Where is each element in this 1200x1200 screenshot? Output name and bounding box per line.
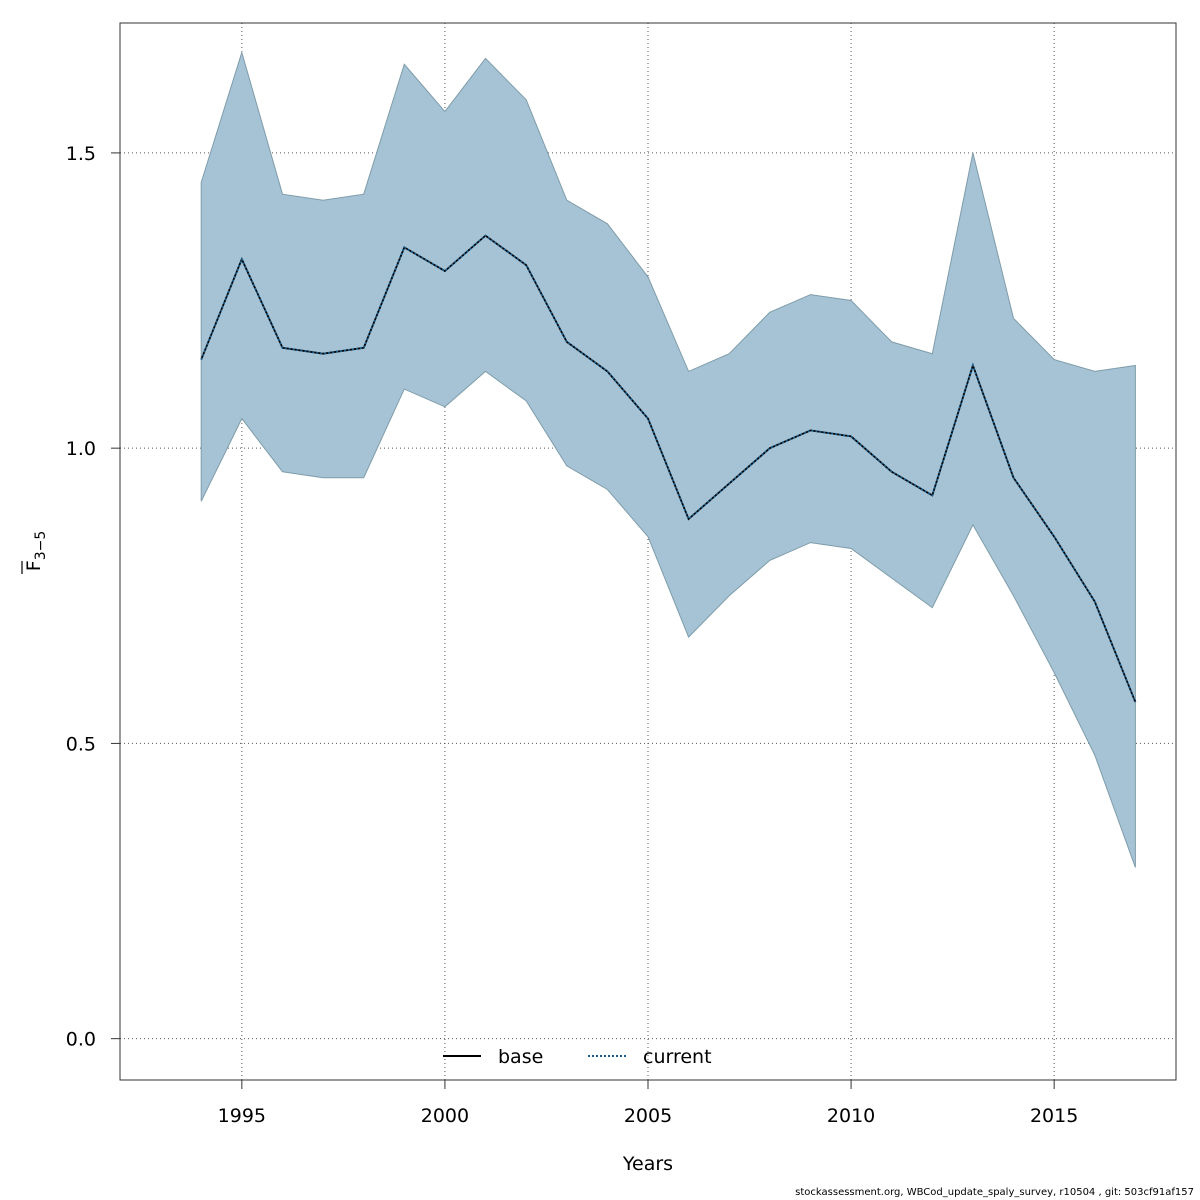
x-axis-ticks: 1995 2000 2005 2010 2015 [218, 1080, 1078, 1127]
y-axis-ticks: 0.0 0.5 1.0 1.5 [66, 143, 120, 1051]
y-tick-label: 0.0 [66, 1029, 96, 1051]
x-tick-label: 2010 [827, 1105, 875, 1127]
x-tick-label: 2005 [624, 1105, 672, 1127]
legend-label-base: base [498, 1046, 543, 1068]
y-axis-title-subscript: 3−5 [33, 531, 49, 561]
svg-text:F3−5: F3−5 [23, 531, 49, 571]
y-tick-label: 1.0 [66, 438, 96, 460]
series-line-current [200, 234, 1137, 703]
confidence-band-area [200, 50, 1136, 868]
series-lines [200, 234, 1137, 703]
x-tick-label: 2015 [1030, 1105, 1078, 1127]
footer-note: stockassessment.org, WBCod_update_spaly_… [795, 1187, 1194, 1198]
y-tick-label: 1.5 [66, 143, 96, 165]
y-axis-title-main: F [23, 560, 45, 571]
confidence-band [200, 50, 1136, 868]
legend-label-current: current [643, 1046, 712, 1068]
y-tick-label: 0.5 [66, 733, 96, 755]
y-axis-title: F3−5 [21, 531, 49, 574]
x-axis-title: Years [622, 1153, 673, 1175]
x-tick-label: 1995 [218, 1105, 266, 1127]
legend: base current [443, 1046, 712, 1068]
x-tick-label: 2000 [421, 1105, 469, 1127]
